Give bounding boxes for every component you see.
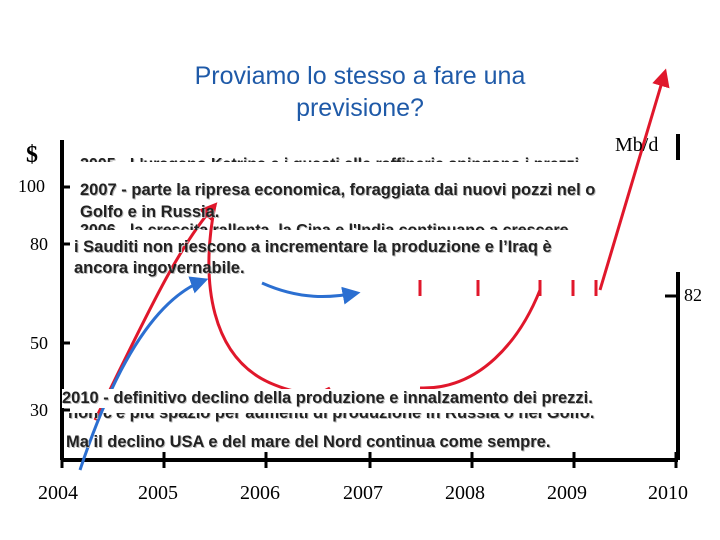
- note-2010-line1: 2010 - definitivo declino della produzio…: [62, 389, 593, 408]
- x-tick-label: 2007: [343, 482, 383, 504]
- hidden-note-2010: non c'è più spazio per aumenti di produz…: [68, 404, 595, 422]
- note-saudi-line2: ancora ingovernabile.: [74, 259, 245, 277]
- y-tick-label: 50: [30, 333, 48, 353]
- right-y-tick-label: 82: [684, 285, 702, 305]
- note-saudi-line1: i Sauditi non riescono a incrementare la…: [74, 238, 552, 256]
- note-2010-line3: Ma il declino USA e del mare del Nord co…: [66, 433, 551, 451]
- x-tick-label: 2005: [138, 482, 178, 504]
- y-unit-label: $: [26, 142, 38, 168]
- slide-title-line2: previsione?: [296, 94, 424, 122]
- x-tick-label: 2009: [547, 482, 587, 504]
- hidden-note-2006: 2006 - la crescita rallenta, la Cina e l…: [80, 222, 569, 239]
- x-tick-label: 2004: [38, 482, 78, 504]
- y-tick-label: 30: [30, 400, 48, 420]
- x-tick-label: 2006: [240, 482, 280, 504]
- right-unit-label: Mb/d: [615, 134, 659, 156]
- note-2007-line1: 2007 - parte la ripresa economica, forag…: [80, 181, 596, 200]
- production-line: [261, 281, 361, 305]
- note-2007-line2: Golfo e in Russia.: [80, 203, 220, 221]
- x-tick-label: 2008: [445, 482, 485, 504]
- price-line: [207, 204, 331, 395]
- price-forecast-arrow: [598, 68, 670, 291]
- hidden-note-2005: 2005 - L'uragano Katrina e i guasti alle…: [80, 156, 580, 173]
- x-tick-label: 2010: [648, 482, 688, 504]
- production-line: [78, 276, 209, 471]
- y-tick-label: 100: [18, 176, 45, 196]
- slide-title-line1: Proviamo lo stesso a fare una: [194, 62, 526, 90]
- y-tick-label: 80: [30, 234, 48, 254]
- price-line: [419, 289, 542, 390]
- slide-title: Proviamo lo stesso a fare una previsione…: [110, 60, 610, 124]
